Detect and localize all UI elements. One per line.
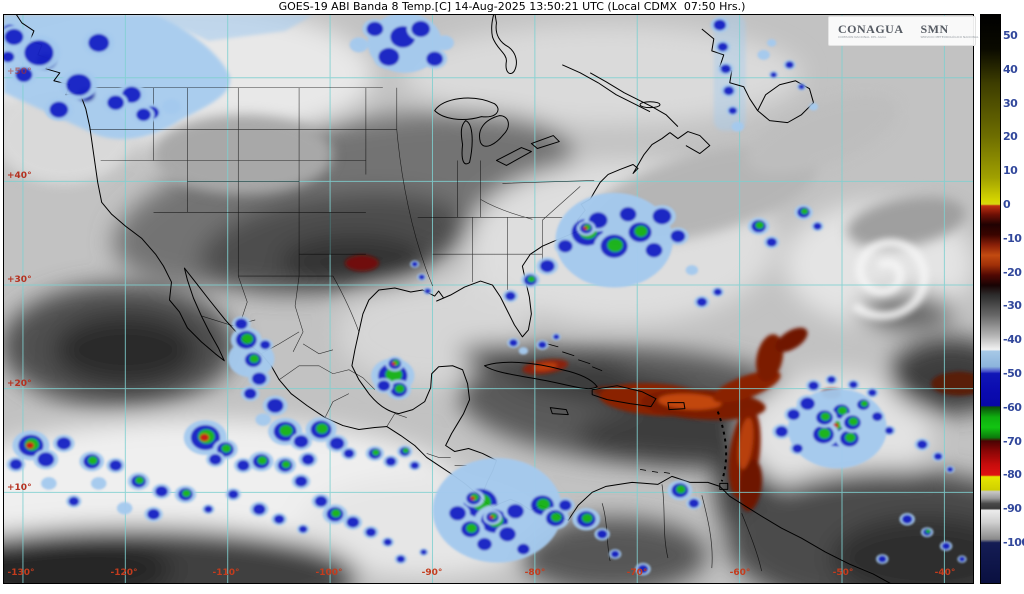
colorbar-tick-label: -20: [1003, 266, 1022, 280]
colorbar-tick-label: 30: [1003, 97, 1018, 111]
satellite-map: +50° +40° +30° +20° +10° -130° -120° -110° -100…: [3, 14, 974, 584]
longitude-label: -80°: [524, 568, 546, 578]
colorbar-tick-label: 40: [1003, 63, 1018, 77]
colorbar-tick-labels: 50 40 30 20 10 0 -10 -20 -30 -40 -50 -60 -70 -80 -90 -1…: [1003, 14, 1024, 584]
longitude-label: -70°: [626, 568, 648, 578]
colorbar-tick-label: -90: [1003, 502, 1022, 516]
smn-logo-subtext: SERVICIO METEOROLÓGICO NACIONAL: [920, 35, 979, 39]
longitude-label: -90°: [421, 568, 443, 578]
lat-lon-gridlines: [4, 15, 973, 583]
colorbar-tick-label: -80: [1003, 468, 1022, 482]
conagua-logo-text: CONAGUA: [838, 22, 904, 36]
colorbar-tick-label: -30: [1003, 299, 1022, 313]
colorbar-tick-label: -60: [1003, 401, 1022, 415]
colorbar-tick-label: 50: [1003, 29, 1018, 43]
latitude-label: +20°: [7, 379, 32, 389]
colorbar-tick-label: -40: [1003, 333, 1022, 347]
cloud-swirl: [851, 238, 929, 321]
temperature-colorbar: [980, 14, 1001, 584]
longitude-label: -130°: [7, 568, 35, 578]
colorbar-tick-label: -10: [1003, 232, 1022, 246]
longitude-label: -110°: [212, 568, 240, 578]
convection-cells: [4, 15, 967, 576]
smn-logo-text: SMN: [920, 22, 949, 36]
colorbar-tick-label: 10: [1003, 164, 1018, 178]
satellite-imagery: [4, 15, 973, 583]
colorbar-tick-label: 20: [1003, 130, 1018, 144]
colorbar-tick-label: 0: [1003, 198, 1011, 212]
conagua-logo-subtext: COMISIÓN NACIONAL DEL AGUA: [838, 35, 887, 39]
colorbar-tick-label: -50: [1003, 367, 1022, 381]
colorbar-tick-label: -100: [1003, 536, 1024, 550]
latitude-label: +50°: [7, 67, 32, 77]
latitude-label: +30°: [7, 275, 32, 285]
medium-shading: [4, 84, 966, 249]
longitude-label: -50°: [832, 568, 854, 578]
longitude-label: -60°: [729, 568, 751, 578]
image-title: GOES-19 ABI Banda 8 Temp.[C] 14-Aug-2025…: [0, 0, 1024, 14]
agency-logo-box: CONAGUA COMISIÓN NACIONAL DEL AGUA SMN S…: [828, 16, 979, 46]
longitude-label: -40°: [934, 568, 956, 578]
dry-air-red-streaks: [344, 255, 973, 512]
longitude-label: -120°: [110, 568, 138, 578]
latitude-label: +40°: [7, 171, 32, 181]
longitude-label: -100°: [315, 568, 343, 578]
latitude-label: +10°: [7, 483, 32, 493]
colorbar-tick-label: -70: [1003, 435, 1022, 449]
